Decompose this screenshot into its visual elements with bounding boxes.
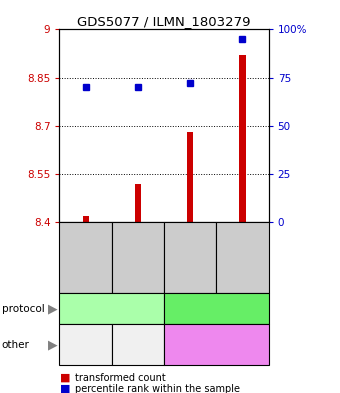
Text: shRNA for
3'UTR of
TMEM88: shRNA for 3'UTR of TMEM88 (117, 330, 159, 360)
Bar (239, 55, 245, 222)
Bar (83, 216, 89, 222)
Text: GSM1071457: GSM1071457 (81, 225, 91, 290)
Bar (135, 184, 141, 222)
Text: TMEM88 depletion: TMEM88 depletion (64, 303, 160, 314)
Bar (187, 132, 193, 222)
Text: GSM1071456: GSM1071456 (133, 225, 143, 290)
Text: shRNA for
first exon
of TMEM88: shRNA for first exon of TMEM88 (63, 330, 109, 360)
Text: ▶: ▶ (48, 302, 57, 315)
Text: ■: ■ (59, 373, 70, 383)
Text: percentile rank within the sample: percentile rank within the sample (75, 384, 240, 393)
Title: GDS5077 / ILMN_1803279: GDS5077 / ILMN_1803279 (77, 15, 251, 28)
Text: non-targetting
shRNA: non-targetting shRNA (186, 335, 247, 354)
Text: ▶: ▶ (48, 338, 57, 351)
Text: ■: ■ (59, 384, 70, 393)
Text: protocol: protocol (2, 303, 45, 314)
Text: other: other (2, 340, 30, 350)
Text: control: control (198, 303, 235, 314)
Text: GSM1071455: GSM1071455 (237, 225, 248, 290)
Text: GSM1071454: GSM1071454 (185, 225, 195, 290)
Text: transformed count: transformed count (75, 373, 166, 383)
